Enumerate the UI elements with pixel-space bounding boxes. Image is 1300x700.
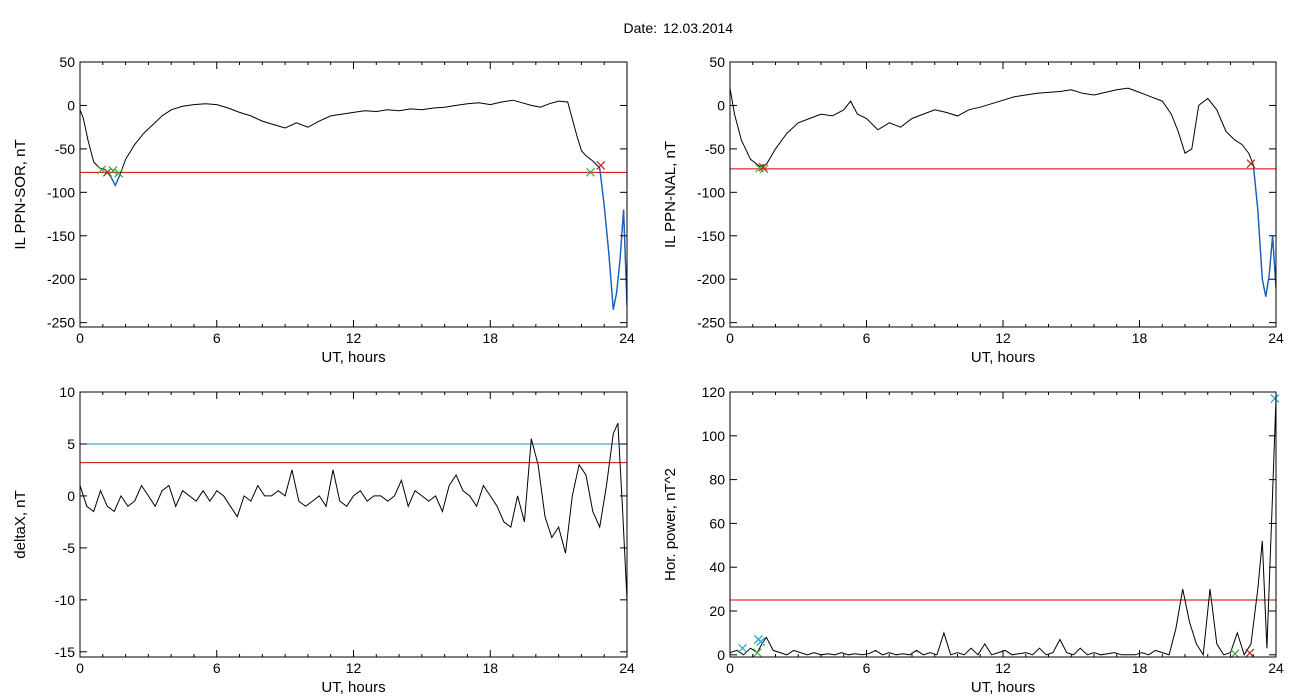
x-tick-label: 0 [726,330,734,346]
date-title-label: Date: [624,20,657,36]
x-tick-label: 0 [726,660,734,676]
y-tick-label: -100 [47,184,75,200]
marker-red-1 [102,167,112,177]
x-tick-label: 24 [619,330,635,346]
marker-cyan-6 [1270,394,1280,403]
x-tick-label: 12 [346,330,362,346]
panel-deltax: 0 6 12 18 24 10 5 0 -5 -10 -15 UT, hours deltaX, nT [12,384,635,696]
series-line-deltax [80,422,627,600]
marker-green-2 [108,166,118,176]
y-tick-label: -200 [697,271,725,287]
y-tick-label: 0 [67,97,75,113]
marker-cyan-2 [756,637,766,647]
x-tick-label: 6 [863,330,871,346]
y-tick-label: -100 [697,184,725,200]
x-tick-label: 6 [863,660,871,676]
plot-frame [729,391,1277,658]
y-axis-label: deltaX, nT [12,490,29,558]
x-axis-label: UT, hours [971,679,1035,696]
plot-frame [79,391,628,658]
x-tick-label: 18 [1132,660,1148,676]
series-line-power [730,398,1276,657]
panel-sor: 0 6 12 18 24 50 0 -50 -100 -150 -200 -250 UT, hours I… [12,54,635,366]
y-tick-label: 5 [67,436,75,452]
plot-frame [79,61,628,328]
y-tick-label: -15 [55,644,75,660]
y-tick-label: 50 [59,54,75,70]
series-line-nal [730,87,1276,297]
y-tick-label: -50 [55,141,75,157]
storm-segment-0 [1252,164,1276,297]
y-axis-label: Hor. power, nT^2 [662,468,679,581]
x-tick-label: 18 [1132,330,1148,346]
x-tick-label: 0 [76,660,84,676]
marker-green-3 [114,168,124,178]
x-tick-label: 24 [1268,660,1284,676]
marker-cyan-0 [738,643,747,653]
y-tick-label: 0 [67,488,75,504]
x-tick-label: 24 [619,660,635,676]
x-axis-label: UT, hours [321,679,385,696]
x-tick-label: 18 [482,660,498,676]
y-tick-label: -250 [697,315,725,331]
y-tick-label: -250 [47,315,75,331]
marker-green-3 [752,648,762,658]
y-axis-label: IL PPN-SOR, nT [12,139,29,249]
marker-green-0 [97,165,107,175]
y-tick-label: -10 [55,592,75,608]
x-tick-label: 18 [482,330,498,346]
y-tick-label: 100 [702,428,726,444]
y-tick-label: 40 [709,559,725,575]
x-tick-label: 24 [1268,330,1284,346]
marker-red-5 [596,160,606,170]
panel-nal: 0 6 12 18 24 50 0 -50 -100 -150 -200 -250 UT, hours I… [662,54,1284,366]
y-axis-label: IL PPN-NAL, nT [662,141,679,248]
y-tick-label: -200 [47,271,75,287]
storm-segment-1 [599,167,627,310]
x-axis-label: UT, hours [321,349,385,366]
y-tick-label: 10 [59,384,75,400]
y-tick-label: -50 [705,141,725,157]
y-tick-label: 80 [709,472,725,488]
plot-frame [729,61,1277,328]
y-tick-label: 0 [717,647,725,663]
marker-green-4 [586,167,595,177]
marker-red-3 [1246,159,1256,169]
marker-red-2 [758,162,768,172]
y-tick-label: -150 [697,228,725,244]
x-tick-label: 0 [76,330,84,346]
x-tick-label: 12 [995,660,1011,676]
y-tick-label: -5 [63,540,76,556]
series-line-sor [80,99,627,310]
x-axis-label: UT, hours [971,349,1035,366]
y-tick-label: 0 [717,97,725,113]
y-tick-label: 120 [702,384,726,400]
date-title-value: 12.03.2014 [663,20,733,36]
x-tick-label: 6 [213,660,221,676]
marker-green-4 [1230,649,1240,659]
marker-red-5 [1245,648,1255,658]
panel-power: 0 6 12 18 24 120 100 80 60 40 20 0 UT, hours Hor. pow… [662,384,1284,696]
x-tick-label: 12 [995,330,1011,346]
y-tick-label: 60 [709,515,725,531]
y-tick-label: 50 [709,54,725,70]
y-tick-label: -150 [47,228,75,244]
y-tick-label: 20 [709,603,725,619]
x-tick-label: 12 [346,660,362,676]
x-tick-label: 6 [213,330,221,346]
